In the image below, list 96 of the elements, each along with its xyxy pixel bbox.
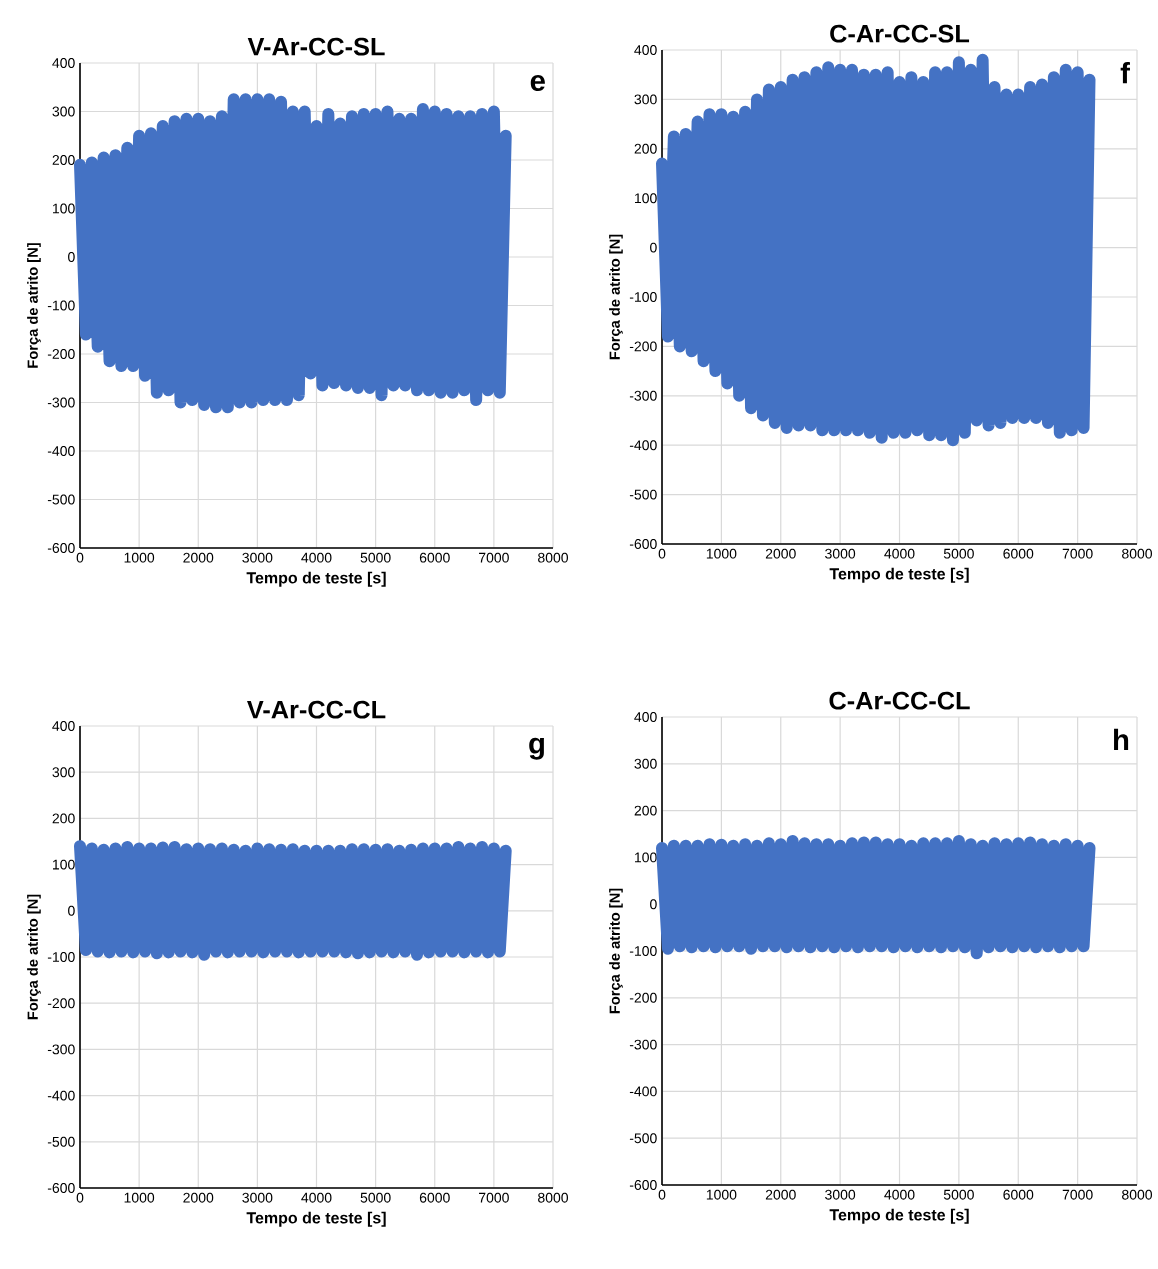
x-tick-label: 7000 — [479, 552, 509, 563]
y-tick-label: 200 — [52, 155, 75, 165]
y-tick-label: 200 — [634, 143, 657, 154]
x-tick-label: 1000 — [706, 1189, 737, 1200]
x-tick-label: 5000 — [360, 552, 391, 563]
y-tick-label: -200 — [629, 341, 657, 352]
x-tick-label: 3000 — [825, 1189, 856, 1200]
y-axis-title: Força de atrito [N] — [609, 888, 623, 1014]
y-tick-label: 400 — [52, 721, 75, 731]
y-tick-label: -600 — [629, 1180, 657, 1190]
x-tick-label: 7000 — [479, 1192, 509, 1203]
x-tick-label: 1000 — [124, 1192, 155, 1203]
y-tick-label: -300 — [47, 1044, 75, 1055]
y-axis-title: Força de atrito [N] — [609, 234, 623, 360]
x-tick-label: 5000 — [943, 548, 974, 559]
x-tick-label: 0 — [658, 548, 666, 559]
y-tick-label: 0 — [650, 242, 657, 253]
x-tick-label: 6000 — [419, 552, 450, 563]
y-tick-label: -200 — [47, 349, 75, 359]
annotation: f — [1120, 62, 1130, 84]
x-tick-label: 4000 — [301, 1192, 332, 1203]
chart-title: V-Ar-CC-CL — [247, 700, 386, 719]
y-tick-label: -100 — [47, 300, 75, 311]
x-tick-label: 4000 — [884, 1189, 915, 1200]
y-tick-label: 300 — [52, 767, 75, 778]
y-tick-label: -300 — [629, 390, 657, 401]
annotation: g — [529, 737, 544, 760]
y-tick-label: -500 — [47, 494, 75, 505]
chart-title: C-Ar-CC-SL — [830, 24, 970, 43]
y-tick-label: 0 — [68, 905, 75, 916]
x-tick-label: 6000 — [1003, 548, 1034, 559]
y-tick-label: -400 — [47, 446, 75, 456]
y-tick-label: -200 — [47, 998, 75, 1009]
x-tick-label: 5000 — [360, 1192, 391, 1203]
x-tick-label: 1000 — [706, 548, 737, 559]
y-tick-label: -600 — [47, 1183, 75, 1193]
x-tick-label: 7000 — [1062, 548, 1093, 559]
x-tick-label: 0 — [76, 552, 84, 563]
x-tick-label: 0 — [76, 1192, 84, 1203]
y-tick-label: 200 — [634, 805, 657, 816]
x-tick-label: 3000 — [242, 552, 273, 563]
chart-title: V-Ar-CC-SL — [247, 37, 385, 56]
x-tick-label: 3000 — [825, 548, 856, 559]
x-tick-label: 3000 — [242, 1192, 273, 1203]
x-tick-label: 1000 — [124, 552, 155, 563]
annotation: e — [530, 74, 545, 92]
x-tick-label: 2000 — [765, 1189, 796, 1200]
x-tick-label: 6000 — [419, 1192, 450, 1203]
y-tick-label: -200 — [629, 992, 657, 1003]
y-tick-label: -500 — [47, 1136, 75, 1147]
x-axis-title: Tempo de teste [s] — [246, 571, 386, 587]
y-tick-label: 0 — [68, 252, 75, 262]
y-tick-label: 100 — [53, 859, 75, 870]
x-tick-label: 2000 — [183, 1192, 214, 1203]
x-axis-title: Tempo de teste [s] — [829, 567, 969, 583]
x-tick-label: 4000 — [884, 548, 915, 559]
y-tick-label: 100 — [635, 852, 657, 863]
y-tick-label: 300 — [52, 106, 75, 117]
y-tick-label: -300 — [47, 397, 75, 408]
y-tick-label: 100 — [635, 193, 657, 204]
y-tick-label: -600 — [629, 539, 657, 549]
y-tick-label: -100 — [47, 952, 75, 962]
y-tick-label: 400 — [634, 45, 657, 55]
x-tick-label: 8000 — [1122, 1189, 1153, 1200]
y-axis-title: Força de atrito [N] — [27, 243, 41, 368]
x-tick-label: 8000 — [1122, 548, 1153, 559]
y-tick-label: -400 — [47, 1090, 75, 1101]
annotation: h — [1114, 728, 1129, 750]
y-tick-label: 200 — [52, 813, 75, 824]
x-tick-label: 7000 — [1062, 1189, 1093, 1200]
y-tick-label: 0 — [650, 899, 657, 910]
y-tick-label: 400 — [634, 712, 657, 722]
x-tick-label: 5000 — [943, 1189, 974, 1200]
x-tick-label: 6000 — [1003, 1189, 1034, 1200]
x-axis-title: Tempo de teste [s] — [829, 1208, 969, 1224]
x-axis-title: Tempo de teste [s] — [246, 1211, 386, 1227]
y-tick-label: -600 — [47, 543, 75, 553]
x-tick-label: 2000 — [183, 552, 214, 563]
y-tick-label: -100 — [629, 946, 657, 956]
y-tick-label: 100 — [53, 203, 75, 214]
x-tick-label: 0 — [658, 1189, 666, 1200]
x-tick-label: 2000 — [765, 548, 796, 559]
x-tick-label: 4000 — [301, 552, 332, 563]
y-tick-label: -300 — [629, 1039, 657, 1050]
y-axis-title: Força de atrito [N] — [27, 894, 41, 1020]
x-tick-label: 8000 — [538, 1192, 569, 1203]
y-tick-label: -500 — [629, 489, 657, 500]
y-tick-label: 300 — [634, 758, 657, 769]
chart-title: C-Ar-CC-CL — [829, 691, 970, 710]
y-tick-label: -500 — [629, 1133, 657, 1144]
y-tick-label: -100 — [629, 292, 657, 302]
y-tick-label: 300 — [634, 94, 657, 105]
x-tick-label: 8000 — [538, 552, 569, 563]
y-tick-label: -400 — [629, 440, 657, 451]
y-tick-label: -400 — [629, 1086, 657, 1097]
y-tick-label: 400 — [52, 58, 75, 68]
